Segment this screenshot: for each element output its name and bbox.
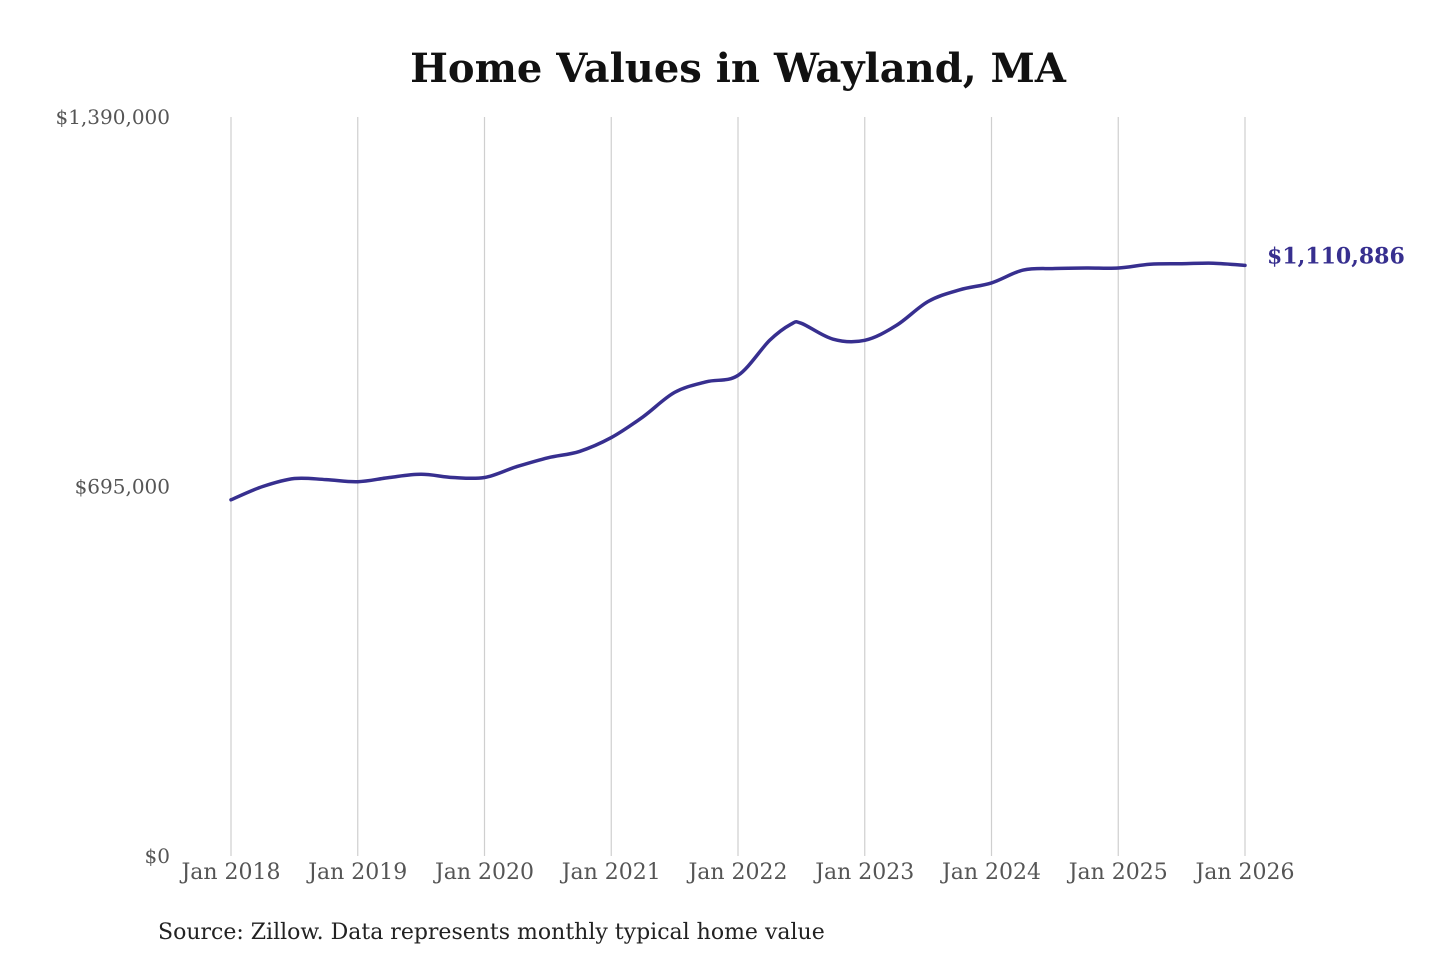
x-tick-label: Jan 2026 [1193, 860, 1294, 885]
y-axis-ticks: $0 $695,000 $1,390,000 [55, 105, 170, 868]
source-note: Source: Zillow. Data represents monthly … [158, 920, 825, 945]
x-tick-label: Jan 2019 [306, 860, 407, 885]
x-tick-label: Jan 2025 [1067, 860, 1168, 885]
chart-title: Home Values in Wayland, MA [410, 45, 1067, 92]
end-value-label: $1,110,886 [1267, 243, 1405, 269]
x-tick-label: Jan 2020 [433, 860, 534, 885]
x-tick-label: Jan 2023 [813, 860, 914, 885]
series-line [229, 261, 1247, 502]
grid-lines [230, 117, 1246, 856]
x-tick-label: Jan 2021 [560, 860, 661, 885]
y-tick-label: $0 [145, 844, 170, 868]
x-tick-label: Jan 2022 [686, 860, 787, 885]
y-tick-label: $695,000 [75, 475, 170, 499]
x-tick-label: Jan 2018 [179, 860, 280, 885]
y-tick-label: $1,390,000 [55, 105, 170, 129]
x-axis-ticks: Jan 2018 Jan 2019 Jan 2020 Jan 2021 Jan 2022… [179, 860, 1294, 885]
x-tick-label: Jan 2024 [940, 860, 1041, 885]
